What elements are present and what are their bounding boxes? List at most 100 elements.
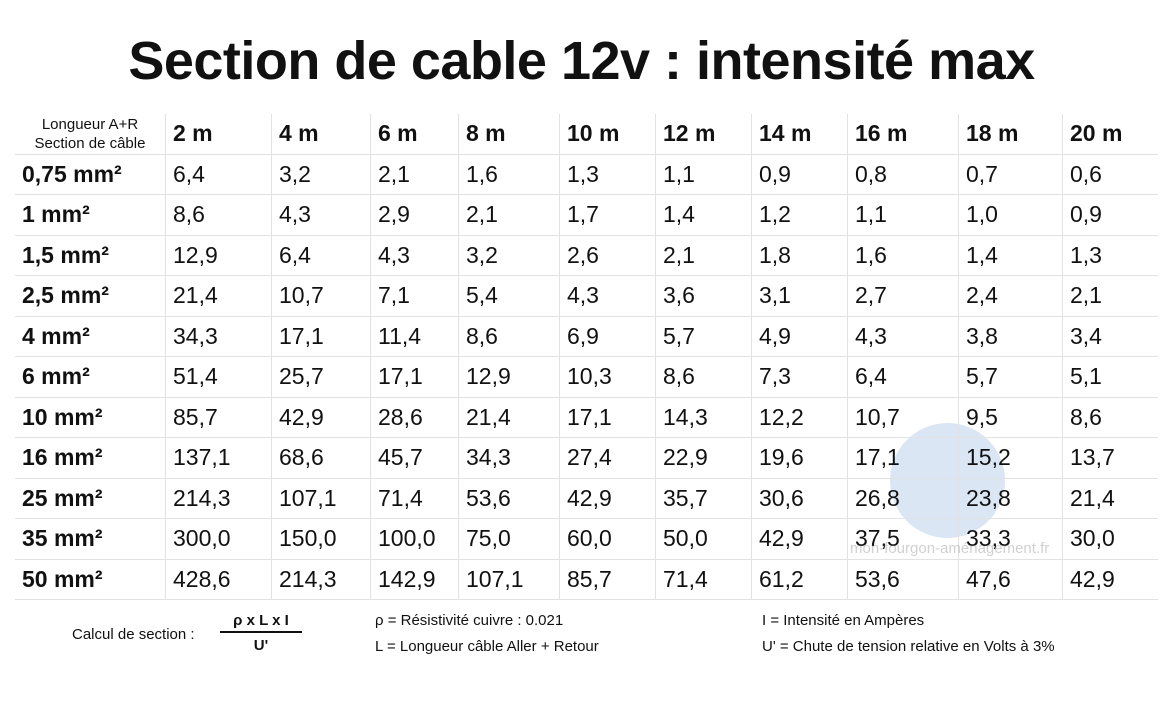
row-label: 2,5 mm²: [15, 275, 166, 317]
cell: 150,0: [271, 518, 371, 560]
cell: 142,9: [370, 558, 459, 600]
cell: 42,9: [559, 477, 656, 519]
cell: 107,1: [458, 558, 560, 600]
cell: 34,3: [165, 315, 272, 357]
cell: 3,2: [458, 234, 560, 276]
corner-cell: Longueur A+R Section de câble: [15, 114, 166, 155]
cell: 6,9: [559, 315, 656, 357]
cell: 71,4: [370, 477, 459, 519]
column-header: 8 m: [458, 114, 560, 155]
cell: 5,1: [1062, 356, 1158, 398]
cell: 3,6: [655, 275, 752, 317]
column-header: 6 m: [370, 114, 459, 155]
cell: 4,3: [370, 234, 459, 276]
note: L = Longueur câble Aller + Retour: [375, 638, 599, 655]
cell: 34,3: [458, 437, 560, 479]
cell: 21,4: [458, 396, 560, 438]
column-header: 14 m: [751, 114, 848, 155]
cell: 1,3: [1062, 234, 1158, 276]
title: Section de cable 12v : intensité max: [128, 31, 1035, 91]
cell: 5,7: [655, 315, 752, 357]
cell: 22,9: [655, 437, 752, 479]
row: 2,5 mm² 21,4 10,7 7,1 5,4 4,3 3,6 3,1 2,7 2,4 2,1: [15, 275, 1158, 317]
cell: 12,2: [751, 396, 848, 438]
cell: 60,0: [559, 518, 656, 560]
cell: 28,6: [370, 396, 459, 438]
row: 35 mm² 300,0 150,0 100,0 75,0 60,0 50,0 42,9 37,…: [15, 518, 1158, 560]
row-label: 50 mm²: [15, 558, 166, 600]
cell: 4,3: [847, 315, 959, 357]
cell: 21,4: [1062, 477, 1158, 519]
row: 16 mm² 137,1 68,6 45,7 34,3 27,4 22,9 19,6 17,1 1…: [15, 437, 1158, 479]
row-label: 10 mm²: [15, 396, 166, 438]
cell: 13,7: [1062, 437, 1158, 479]
corner-label: Longueur A+R: [41, 115, 139, 133]
cell: 71,4: [655, 558, 752, 600]
cell: 42,9: [271, 396, 371, 438]
cell: 1,8: [751, 234, 848, 276]
cell: 10,7: [271, 275, 371, 317]
row-label: 1 mm²: [15, 194, 166, 236]
cell: 8,6: [655, 356, 752, 398]
cell: 17,1: [559, 396, 656, 438]
column-header: 20 m: [1062, 114, 1158, 155]
cell: 23,8: [958, 477, 1063, 519]
cell: 50,0: [655, 518, 752, 560]
cell: 15,2: [958, 437, 1063, 479]
watermark: mon-fourgon-aménagement.fr: [850, 540, 1050, 557]
row-label: 16 mm²: [15, 437, 166, 479]
cell: 5,7: [958, 356, 1063, 398]
cell: 3,4: [1062, 315, 1158, 357]
cell: 100,0: [370, 518, 459, 560]
cell: 1,0: [958, 194, 1063, 236]
cell: 428,6: [165, 558, 272, 600]
cell: 27,4: [559, 437, 656, 479]
row: 10 mm² 85,7 42,9 28,6 21,4 17,1 14,3 12,2 10,7 9,…: [15, 396, 1158, 438]
cell: 2,9: [370, 194, 459, 236]
cell: 30,6: [751, 477, 848, 519]
cell: 214,3: [271, 558, 371, 600]
cell: 2,7: [847, 275, 959, 317]
cell: 0,8: [847, 153, 959, 195]
cell: 7,3: [751, 356, 848, 398]
column-header: 10 m: [559, 114, 656, 155]
formula-numerator: ρ x L x I: [220, 612, 302, 633]
cell: 107,1: [271, 477, 371, 519]
cell: 2,1: [1062, 275, 1158, 317]
cell: 2,4: [958, 275, 1063, 317]
cell: 3,1: [751, 275, 848, 317]
cell: 8,6: [458, 315, 560, 357]
row: 50 mm² 428,6 214,3 142,9 107,1 85,7 71,4 61,2 53…: [15, 558, 1158, 600]
cell: 53,6: [847, 558, 959, 600]
cell: 47,6: [958, 558, 1063, 600]
row-label: 4 mm²: [15, 315, 166, 357]
row-label: 0,75 mm²: [15, 153, 166, 195]
cell: 85,7: [559, 558, 656, 600]
cell: 12,9: [165, 234, 272, 276]
cell: 5,4: [458, 275, 560, 317]
cell: 8,6: [165, 194, 272, 236]
note: I = Intensité en Ampères: [762, 612, 925, 629]
cell: 2,1: [370, 153, 459, 195]
cell: 30,0: [1062, 518, 1158, 560]
cell: 53,6: [458, 477, 560, 519]
note: U' = Chute de tension relative en Volts …: [762, 638, 1055, 655]
cell: 2,1: [655, 234, 752, 276]
cell: 6,4: [271, 234, 371, 276]
cell: 85,7: [165, 396, 272, 438]
cell: 1,6: [847, 234, 959, 276]
cell: 68,6: [271, 437, 371, 479]
cell: 0,7: [958, 153, 1063, 195]
cell: 21,4: [165, 275, 272, 317]
cell: 25,7: [271, 356, 371, 398]
cell: 7,1: [370, 275, 459, 317]
cell: 17,1: [271, 315, 371, 357]
row: 4 mm² 34,3 17,1 11,4 8,6 6,9 5,7 4,9 4,3 3,8 3,4: [15, 315, 1158, 357]
cell: 3,8: [958, 315, 1063, 357]
cell: 61,2: [751, 558, 848, 600]
cell: 19,6: [751, 437, 848, 479]
note: ρ = Résistivité cuivre : 0.021: [375, 612, 564, 629]
row: 25 mm² 214,3 107,1 71,4 53,6 42,9 35,7 30,6 26,8…: [15, 477, 1158, 519]
